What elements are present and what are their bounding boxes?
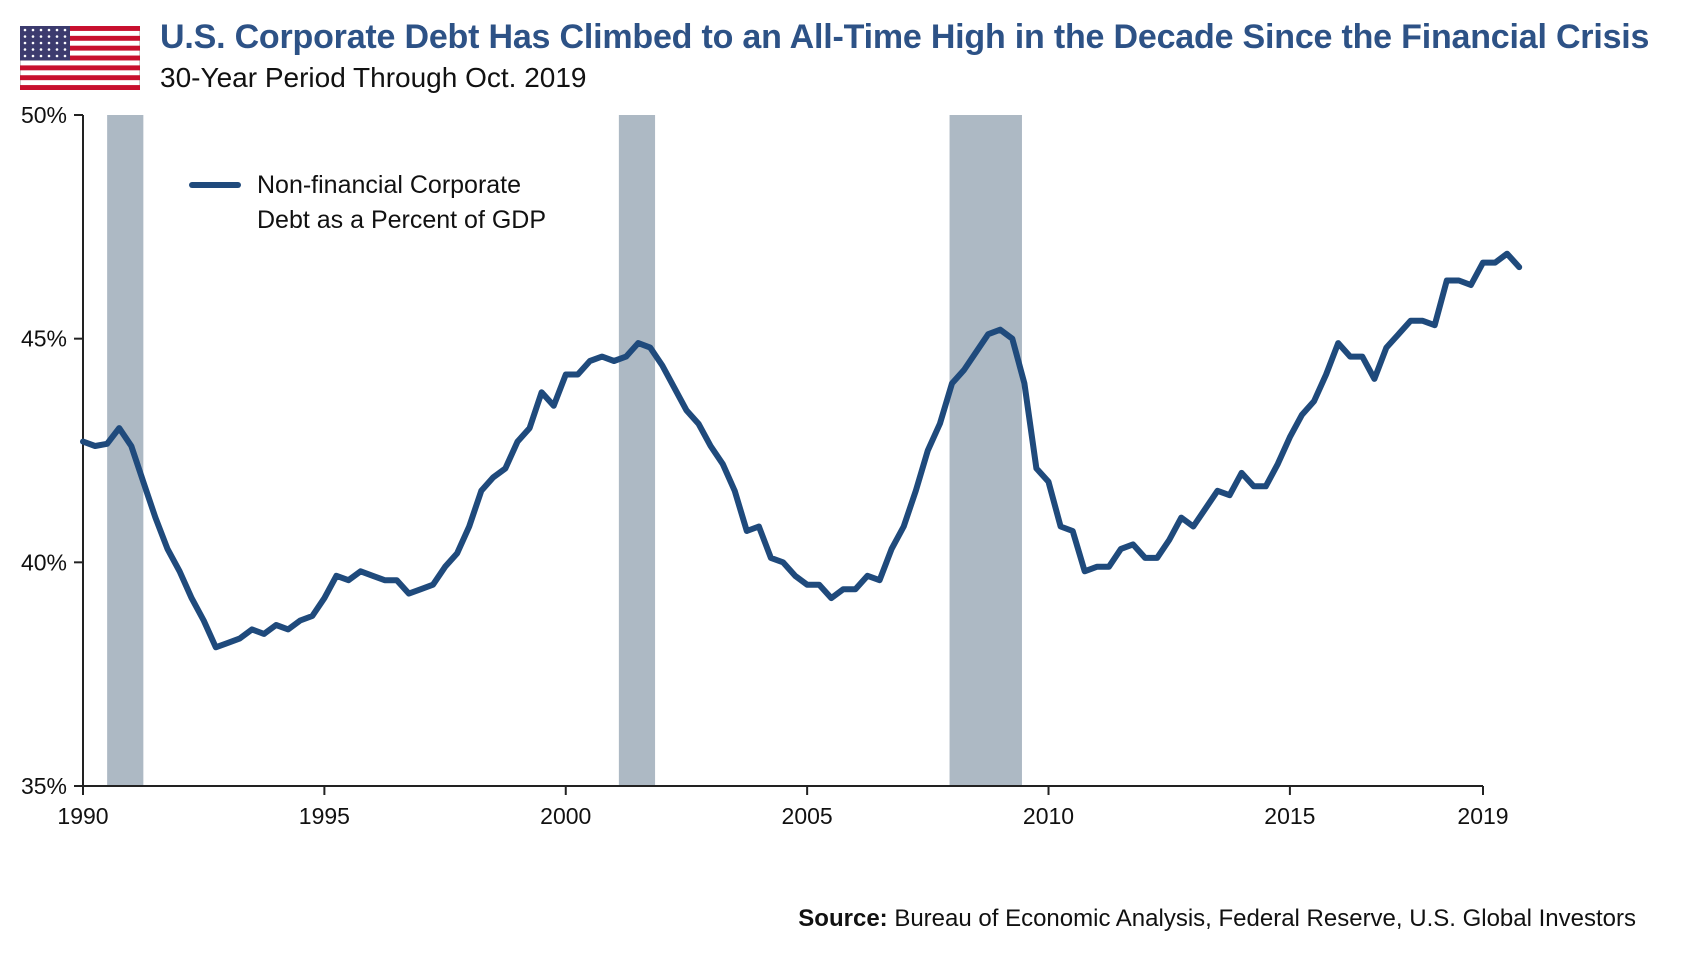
y-tick-label: 50% bbox=[21, 102, 67, 128]
series-line bbox=[80, 250, 1523, 651]
x-tick-label: 2000 bbox=[540, 803, 591, 829]
x-tick-label: 2005 bbox=[782, 803, 833, 829]
series-layer bbox=[80, 250, 1523, 651]
y-tick-label: 35% bbox=[21, 773, 67, 799]
y-tick-label: 40% bbox=[21, 549, 67, 575]
x-tick-label: 1990 bbox=[57, 803, 108, 829]
source-label: Source: bbox=[798, 905, 888, 932]
chart-subtitle: 30-Year Period Through Oct. 2019 bbox=[160, 62, 587, 93]
recession-band bbox=[618, 115, 656, 786]
chart-title: U.S. Corporate Debt Has Climbed to an Al… bbox=[160, 18, 1650, 56]
recession-bands bbox=[107, 115, 1022, 786]
y-tick-label: 45% bbox=[21, 326, 67, 352]
x-tick-label: 1995 bbox=[299, 803, 350, 829]
source-text: Bureau of Economic Analysis, Federal Res… bbox=[894, 905, 1636, 932]
recession-band bbox=[949, 115, 1022, 786]
us-flag-icon bbox=[20, 26, 140, 90]
x-tick-label: 2019 bbox=[1457, 803, 1508, 829]
recession-band bbox=[107, 115, 144, 786]
axes: 35% 40% 45% 50% 1990 1995 2000 2005 2010 2015 2019 bbox=[21, 102, 1509, 829]
legend-label: Debt as a Percent of GDP bbox=[257, 206, 546, 234]
legend: Non-financial Corporate Debt as a Percent… bbox=[189, 171, 546, 234]
x-tick-label: 2010 bbox=[1023, 803, 1074, 829]
source-note: Source: Bureau of Economic Analysis, Fed… bbox=[798, 905, 1636, 933]
legend-label: Non-financial Corporate bbox=[257, 171, 521, 199]
x-tick-label: 2015 bbox=[1264, 803, 1315, 829]
